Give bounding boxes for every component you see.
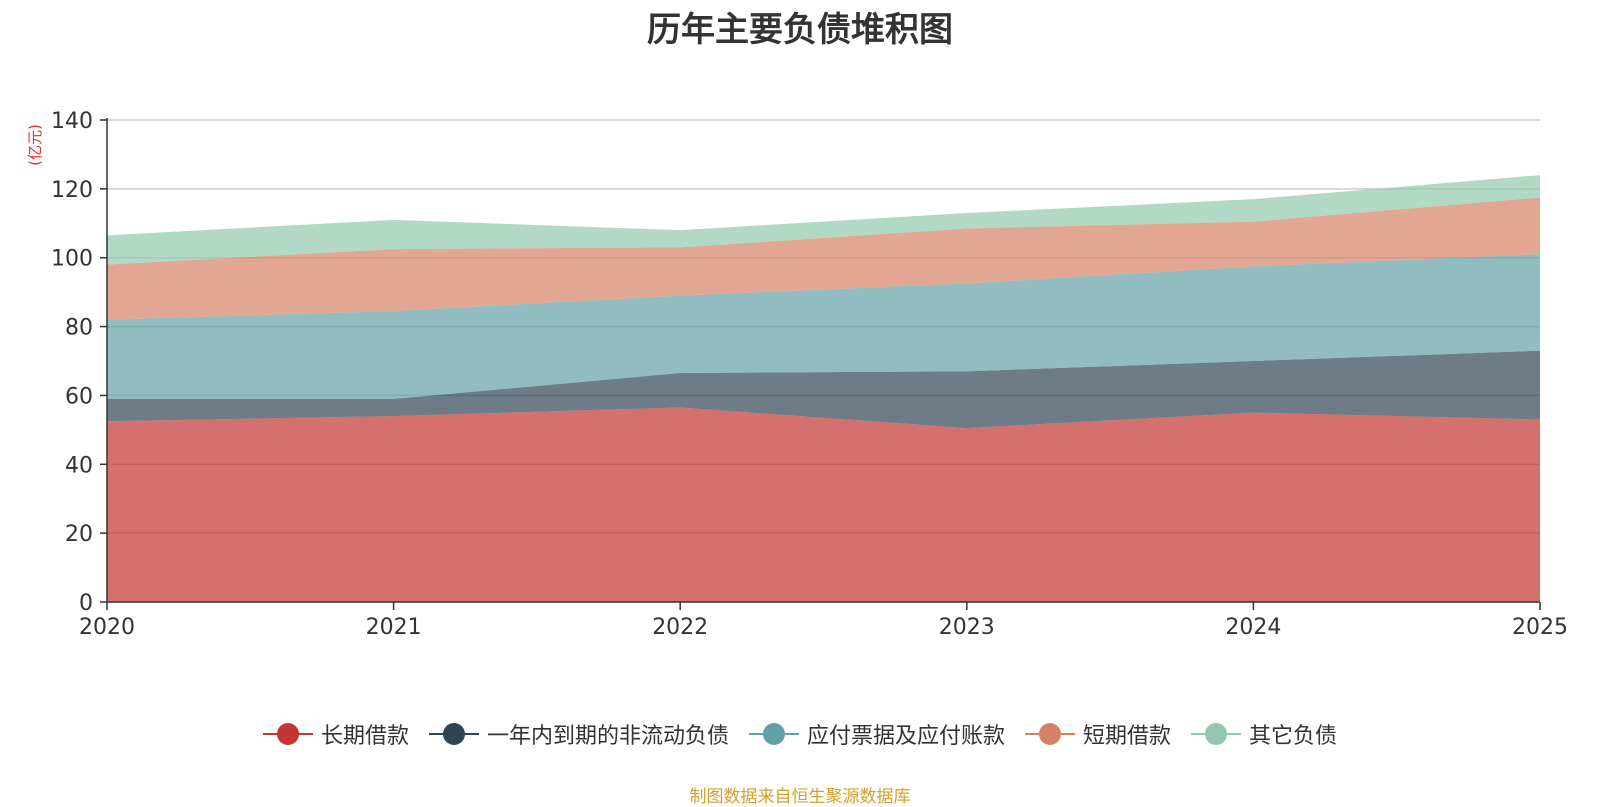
x-tick-label-2024: 2024 xyxy=(1225,615,1281,640)
area-series-2 xyxy=(107,254,1540,399)
y-tick-label-20: 20 xyxy=(65,522,93,547)
chart-title: 历年主要负债堆积图 xyxy=(647,10,953,50)
y-tick-label-100: 100 xyxy=(51,247,93,272)
legend-item-1[interactable]: 一年内到期的非流动负债 xyxy=(428,718,729,750)
y-tick-label-40: 40 xyxy=(65,453,93,478)
legend: 长期借款 一年内到期的非流动负债 应付票据及应付账款 短期借款 其它负债 xyxy=(0,718,1600,750)
legend-marker-icon xyxy=(1025,722,1075,746)
legend-item-2[interactable]: 应付票据及应付账款 xyxy=(748,718,1005,750)
legend-label: 长期借款 xyxy=(320,724,409,749)
axis-layer: 0 20 40 60 80 100 120 140 2020 2021 2022 2023 2024 20… xyxy=(51,109,1568,640)
legend-label: 短期借款 xyxy=(1083,724,1172,749)
y-tick-label-120: 120 xyxy=(51,178,93,203)
y-axis-unit-label: (亿元) xyxy=(26,124,44,166)
x-tick-label-2022: 2022 xyxy=(652,615,708,640)
x-tick-label-2020: 2020 xyxy=(79,615,135,640)
y-tick-label-60: 60 xyxy=(65,384,93,409)
x-tick-label-2025: 2025 xyxy=(1512,615,1568,640)
area-series-1 xyxy=(107,350,1540,429)
legend-label: 应付票据及应付账款 xyxy=(806,724,1005,749)
data-source-note: 制图数据来自恒生聚源数据库 xyxy=(689,787,911,807)
y-tick-label-80: 80 xyxy=(65,316,93,341)
area-series-0 xyxy=(107,407,1540,602)
legend-label: 一年内到期的非流动负债 xyxy=(486,724,729,749)
legend-item-3[interactable]: 短期借款 xyxy=(1025,718,1171,750)
area-series-4 xyxy=(107,175,1540,265)
legend-marker-icon xyxy=(1191,722,1242,746)
legend-label: 其它负债 xyxy=(1249,724,1338,749)
y-tick-label-140: 140 xyxy=(51,109,93,134)
x-tick-label-2021: 2021 xyxy=(366,615,422,640)
legend-item-0[interactable]: 长期借款 xyxy=(262,718,409,750)
x-tick-label-2023: 2023 xyxy=(939,615,995,640)
legend-item-4[interactable]: 其它负债 xyxy=(1191,718,1337,750)
area-series-3 xyxy=(107,197,1540,320)
legend-marker-icon xyxy=(748,722,799,746)
legend-marker-icon xyxy=(262,722,313,746)
area-layer xyxy=(107,175,1540,602)
y-tick-label-0: 0 xyxy=(79,591,93,616)
legend-marker-icon xyxy=(428,722,479,746)
